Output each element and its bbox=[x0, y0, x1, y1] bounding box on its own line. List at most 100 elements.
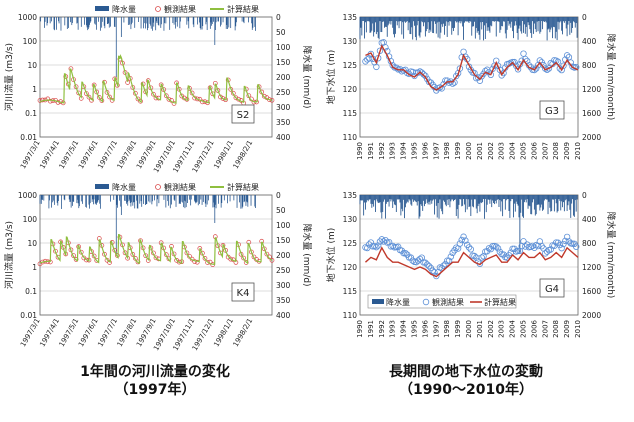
observed-point bbox=[565, 238, 573, 245]
observed-point bbox=[122, 250, 128, 256]
x-tick-label: 1996 bbox=[421, 141, 429, 159]
observed-point bbox=[73, 257, 79, 262]
legend-rain-label: 降水量 bbox=[112, 182, 136, 192]
legend-observed-label: 観測結果 bbox=[432, 297, 464, 307]
x-tick-label: 1997 bbox=[432, 320, 440, 338]
observed-point bbox=[378, 236, 385, 243]
observed-point bbox=[223, 247, 228, 253]
observed-point bbox=[256, 84, 262, 90]
y2-tick-label: 1200 bbox=[582, 263, 601, 272]
x-tick-label: 1992 bbox=[378, 320, 386, 338]
y-tick-label: 110 bbox=[343, 133, 358, 142]
y-tick-label: 135 bbox=[343, 191, 358, 200]
y-tick-label: 125 bbox=[343, 239, 358, 248]
observed-point bbox=[89, 97, 94, 103]
observed-point bbox=[153, 95, 159, 101]
y-tick-label: 100 bbox=[23, 37, 38, 46]
observed-point bbox=[465, 244, 473, 251]
x-tick-label: 2002 bbox=[487, 320, 495, 338]
observed-point bbox=[563, 52, 571, 59]
y2-tick-label: 300 bbox=[276, 103, 291, 112]
observed-point bbox=[558, 66, 565, 74]
panel-label: S2 bbox=[237, 110, 250, 121]
observed-point bbox=[456, 240, 464, 247]
legend-rain-swatch bbox=[372, 299, 384, 304]
observed-point bbox=[489, 242, 496, 250]
x-tick-label: 1994 bbox=[400, 319, 408, 337]
observed-point bbox=[99, 98, 105, 103]
panel-label-box bbox=[539, 100, 565, 120]
observed-point bbox=[76, 244, 82, 250]
x-tick-label: 1996 bbox=[421, 319, 429, 337]
observed-point bbox=[422, 259, 429, 266]
panel-label: G3 bbox=[545, 106, 559, 117]
observed-point bbox=[440, 262, 447, 269]
y-tick-label: 1000 bbox=[18, 13, 37, 22]
observed-point bbox=[471, 252, 478, 260]
panel-label-box bbox=[231, 282, 255, 302]
observed-point bbox=[184, 250, 190, 256]
observed-point bbox=[194, 96, 200, 102]
observed-point bbox=[509, 58, 516, 66]
x-tick-label: 1991 bbox=[367, 142, 375, 160]
observed-point bbox=[367, 239, 375, 246]
x-tick-label: 2005 bbox=[520, 142, 528, 160]
observed-point bbox=[405, 254, 413, 261]
observed-point bbox=[205, 100, 210, 106]
observed-point bbox=[400, 249, 407, 257]
plot-frame bbox=[39, 194, 273, 316]
y-tick-label: 100 bbox=[23, 215, 38, 224]
observed-point bbox=[91, 82, 97, 88]
x-tick-label: 2006 bbox=[530, 319, 538, 337]
observed-point bbox=[207, 85, 213, 91]
observed-point bbox=[563, 233, 571, 241]
observed-point bbox=[462, 237, 469, 244]
observed-point bbox=[373, 243, 380, 251]
x-tick-label: 1998 bbox=[443, 320, 451, 338]
legend-observed-swatch bbox=[155, 184, 161, 190]
y-tick-label: 125 bbox=[343, 61, 358, 70]
observed-point bbox=[554, 58, 562, 65]
x-tick-label: 1990 bbox=[356, 142, 364, 160]
observed-point bbox=[107, 94, 112, 100]
observed-point bbox=[261, 93, 267, 99]
y-tick-label: 0.1 bbox=[25, 109, 37, 118]
legend-observed-label: 観測結果 bbox=[164, 4, 196, 14]
x-tick-label: 1997 bbox=[432, 142, 440, 160]
y2-tick-label: 50 bbox=[276, 206, 286, 215]
x-tick-label: 2005 bbox=[520, 320, 528, 338]
x-tick-label: 1995 bbox=[411, 320, 419, 338]
observed-point bbox=[264, 251, 270, 257]
observed-point bbox=[373, 63, 380, 71]
observed-point bbox=[76, 90, 82, 96]
y2-axis-title: 降水量 (mm/d) bbox=[301, 45, 313, 108]
x-tick-label: 1999 bbox=[454, 320, 462, 338]
calculated-line bbox=[364, 246, 579, 278]
y-tick-label: 0.01 bbox=[20, 311, 37, 320]
panel-label: K4 bbox=[237, 288, 250, 299]
panel-label-box bbox=[539, 278, 565, 298]
x-tick-label: 2010 bbox=[574, 142, 582, 160]
observed-point bbox=[458, 236, 465, 244]
x-tick-label: 2000 bbox=[465, 320, 473, 338]
x-tick-label: 1995 bbox=[411, 142, 419, 160]
y-tick-label: 1 bbox=[32, 85, 37, 94]
legend-rain-swatch bbox=[95, 184, 109, 189]
y-axis-title: 地下水位 (m) bbox=[325, 50, 337, 105]
y-tick-label: 0.01 bbox=[20, 133, 37, 142]
observed-point bbox=[531, 66, 538, 74]
y-tick-label: 130 bbox=[343, 215, 358, 224]
observed-point bbox=[494, 245, 502, 252]
observed-point bbox=[547, 246, 554, 253]
y2-tick-label: 150 bbox=[276, 236, 291, 245]
observed-point bbox=[402, 249, 409, 257]
y-tick-label: 110 bbox=[343, 311, 358, 320]
caption-right-years: （1990～2010年） bbox=[399, 381, 533, 398]
observed-point bbox=[460, 233, 467, 240]
calculated-line bbox=[365, 44, 579, 91]
y2-tick-label: 400 bbox=[276, 311, 291, 320]
x-tick-label: 2010 bbox=[574, 320, 582, 338]
y2-tick-label: 350 bbox=[276, 118, 291, 127]
x-tick-label: 1990 bbox=[356, 320, 364, 338]
observed-point bbox=[476, 77, 484, 84]
